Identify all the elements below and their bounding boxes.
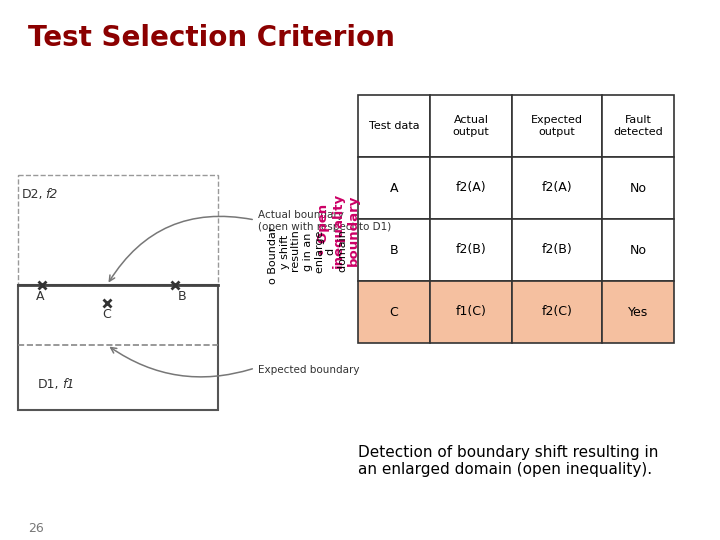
Text: B: B xyxy=(178,290,186,303)
Text: D1,: D1, xyxy=(38,378,60,391)
Bar xyxy=(602,281,674,343)
Text: Test Selection Criterion: Test Selection Criterion xyxy=(28,24,395,52)
Text: Actual
output: Actual output xyxy=(453,115,490,137)
Text: f2(A): f2(A) xyxy=(541,181,572,194)
Text: A: A xyxy=(390,181,398,194)
Text: Detection of boundary shift resulting in
an enlarged domain (open inequality).: Detection of boundary shift resulting in… xyxy=(358,445,658,477)
Text: f2(B): f2(B) xyxy=(456,244,487,256)
Text: No: No xyxy=(629,244,647,256)
Text: o Boundar
  y shift
  resultin
  g in an
  enlarge
  d
  domain: o Boundar y shift resultin g in an enlar… xyxy=(268,226,348,284)
Bar xyxy=(430,157,512,219)
Bar xyxy=(512,157,602,219)
Bar xyxy=(358,157,430,219)
Text: (open with respect to D1): (open with respect to D1) xyxy=(258,222,391,232)
Bar xyxy=(512,95,602,157)
Bar xyxy=(512,281,602,343)
Bar xyxy=(358,219,430,281)
Text: C: C xyxy=(390,306,398,319)
Text: • Open
inequality
boundary: • Open inequality boundary xyxy=(317,192,359,267)
Bar xyxy=(18,285,218,410)
Bar xyxy=(430,281,512,343)
Text: Yes: Yes xyxy=(628,306,648,319)
Text: No: No xyxy=(629,181,647,194)
Text: A: A xyxy=(36,290,45,303)
Bar xyxy=(602,95,674,157)
Bar xyxy=(18,175,218,285)
Text: Test data: Test data xyxy=(369,121,419,131)
Text: f1: f1 xyxy=(62,378,74,391)
Bar xyxy=(602,219,674,281)
Text: 26: 26 xyxy=(28,522,44,535)
Text: f2(B): f2(B) xyxy=(541,244,572,256)
Text: Expected
output: Expected output xyxy=(531,115,583,137)
Text: f2(C): f2(C) xyxy=(541,306,572,319)
Text: C: C xyxy=(102,308,111,321)
Text: f2(A): f2(A) xyxy=(456,181,486,194)
Text: f1(C): f1(C) xyxy=(456,306,487,319)
Text: B: B xyxy=(390,244,398,256)
Text: f2: f2 xyxy=(45,188,58,201)
Bar xyxy=(602,157,674,219)
Bar xyxy=(358,95,430,157)
Bar xyxy=(358,281,430,343)
Text: Expected boundary: Expected boundary xyxy=(258,365,359,375)
Text: D2,: D2, xyxy=(22,188,43,201)
Bar xyxy=(430,219,512,281)
Text: Fault
detected: Fault detected xyxy=(613,115,663,137)
Text: Actual boundary: Actual boundary xyxy=(258,210,344,220)
Bar xyxy=(430,95,512,157)
Bar xyxy=(512,219,602,281)
